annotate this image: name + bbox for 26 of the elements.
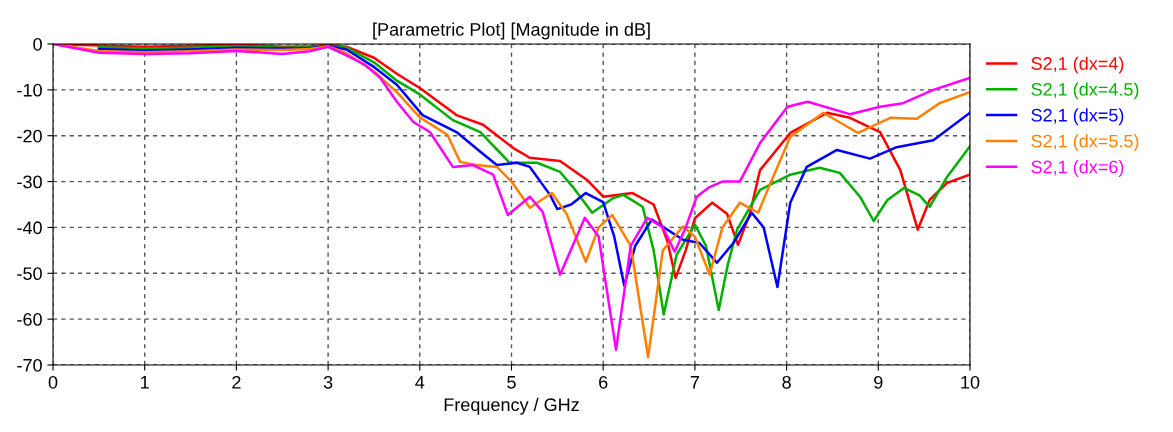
x-tick-label: 10 [961,375,980,389]
x-tick-label: 6 [599,375,608,389]
y-tick-label: -40 [17,221,42,235]
y-tick-label: -70 [17,358,42,372]
y-tick-label: -60 [17,313,42,326]
legend-label: S2,1 (dx=6) [1031,160,1124,177]
x-tick-label: 1 [141,376,149,389]
x-tick-label: 9 [874,375,883,389]
chart-title: [Parametric Plot] [Magnitude in dB] [373,22,650,40]
x-tick-label: 4 [415,376,425,389]
y-tick-label: 0 [33,37,42,51]
x-tick-label: 7 [690,376,700,389]
y-tick-label: -20 [17,129,42,143]
y-tick-label: -30 [17,175,42,189]
legend-label: S2,1 (dx=5) [1031,108,1124,126]
x-tick-label: 0 [48,375,58,389]
x-tick-label: 5 [507,376,516,389]
legend-label: S2,1 (dx=4.5) [1031,82,1139,100]
x-axis-title: Frequency / GHz [444,397,579,415]
x-tick-label: 8 [782,375,791,389]
y-tick-label: -50 [17,267,42,281]
x-tick-label: 3 [323,375,333,389]
legend-label: S2,1 (dx=4) [1031,56,1124,74]
x-tick-label: 2 [232,375,241,389]
legend-label: S2,1 (dx=5.5) [1031,134,1139,152]
y-tick-label: -10 [17,83,42,97]
